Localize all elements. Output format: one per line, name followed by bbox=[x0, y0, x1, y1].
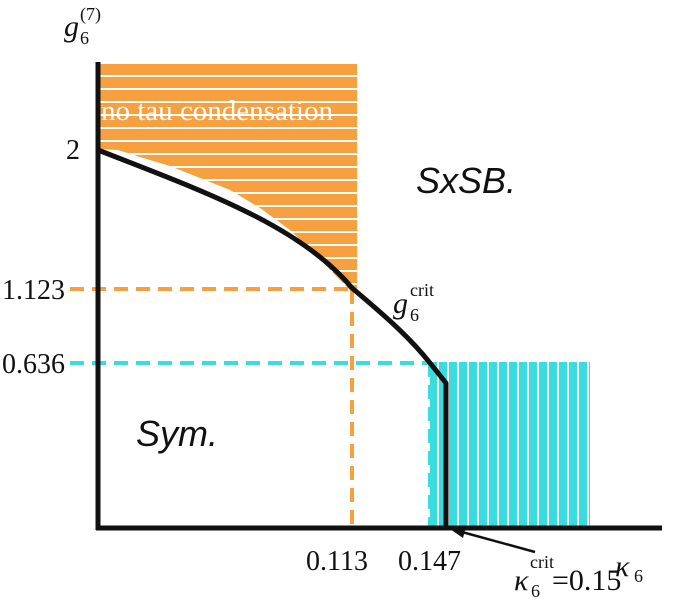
y-axis-label-sup: (7) bbox=[80, 4, 101, 25]
guide-lines bbox=[70, 287, 432, 528]
kappa-crit-sub: 6 bbox=[531, 581, 540, 599]
critical-line-label-sup: crit bbox=[410, 280, 434, 300]
cyan-region bbox=[430, 362, 590, 528]
kappa-crit-arrow bbox=[450, 526, 536, 554]
kappa-crit-label: κ bbox=[514, 564, 529, 597]
axes bbox=[95, 62, 662, 531]
y-axis-label: g bbox=[64, 10, 79, 43]
kappa-crit-value: =0.15 bbox=[552, 564, 621, 597]
y-axis-label-sub: 6 bbox=[80, 28, 89, 48]
y-tick-0636: 0.636 bbox=[2, 349, 65, 380]
y-tick-1123: 1.123 bbox=[2, 275, 65, 306]
y-tick-2: 2 bbox=[66, 135, 80, 166]
critical-line-label: g bbox=[393, 287, 408, 320]
no-condensation-label: no tau condensation bbox=[101, 95, 333, 127]
x-axis-label-sub: 6 bbox=[634, 566, 643, 586]
x-tick-0113: 0.113 bbox=[306, 546, 368, 577]
broken-phase-label: SxSB. bbox=[416, 160, 516, 201]
x-tick-0147: 0.147 bbox=[398, 546, 461, 577]
critical-line-label-sub: 6 bbox=[410, 305, 419, 325]
critical-curve bbox=[97, 147, 449, 528]
symmetric-phase-label: Sym. bbox=[136, 413, 218, 454]
kappa-crit-sup: crit bbox=[530, 552, 554, 572]
x-axis-label: κ bbox=[615, 550, 630, 583]
